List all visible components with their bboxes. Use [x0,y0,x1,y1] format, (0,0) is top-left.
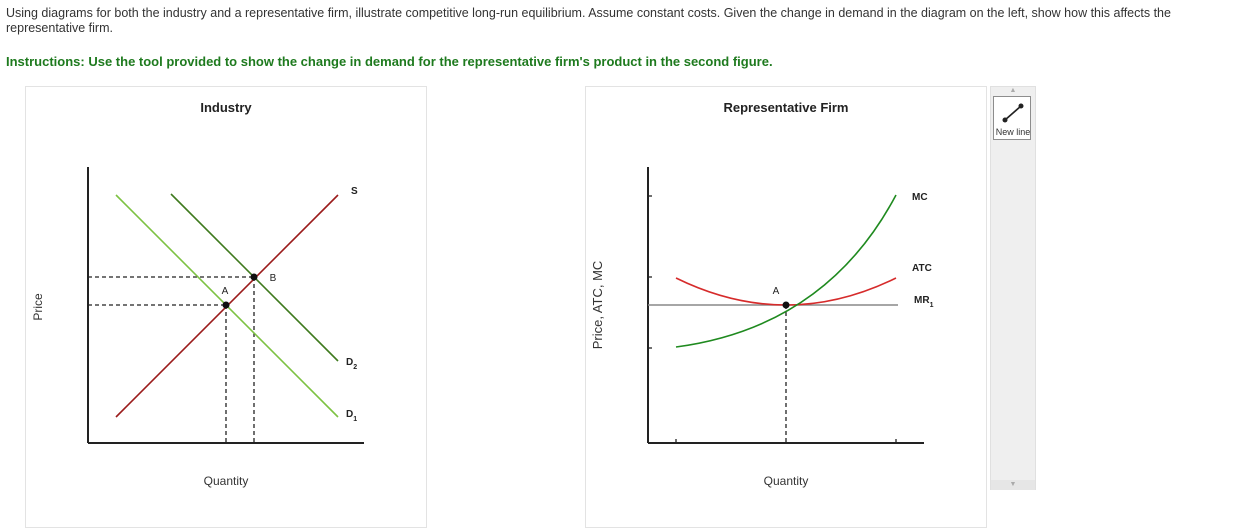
instructions-text: Instructions: Use the tool provided to s… [6,54,773,69]
atc-label: ATC [912,263,932,274]
firm-title: Representative Firm [724,100,849,115]
mc-label: MC [912,192,928,203]
industry-y-axis-label: Price [31,293,45,321]
firm-graph[interactable]: Representative Firm Price, ATC, MC Quant… [586,87,986,527]
firm-x-axis-label: Quantity [764,474,809,488]
toolbar-scroll-up-icon[interactable]: ▲ [1009,87,1017,94]
toolbar-scroll-down-icon[interactable]: ▼ [991,480,1035,490]
point-b-label: B [270,273,277,284]
firm-point-a [782,301,790,309]
industry-graph-panel: Industry Price Quantity A B S D2 D1 [25,86,427,528]
new-line-icon [1002,103,1024,123]
firm-point-a-label: A [773,286,780,297]
industry-x-axis-label: Quantity [204,474,249,488]
point-a-label: A [222,286,229,297]
industry-graph: Industry Price Quantity A B S D2 D1 [31,100,364,488]
industry-title: Industry [200,100,252,115]
demand-d2-label: D2 [346,357,357,371]
firm-y-axis-label: Price, ATC, MC [590,261,605,350]
equilibrium-point-a [222,301,230,309]
demand-d1-label: D1 [346,409,357,423]
mr1-label: MR1 [914,295,934,309]
atc-curve [675,277,897,306]
drawing-toolbar: ▲ New line ▼ [990,86,1036,490]
new-line-tool-button[interactable]: New line [993,96,1031,140]
new-line-tool-label: New line [995,127,1031,137]
firm-graph-panel[interactable]: Representative Firm Price, ATC, MC Quant… [585,86,987,528]
mc-curve [675,194,897,348]
question-text: Using diagrams for both the industry and… [6,6,1171,35]
supply-label: S [351,186,358,197]
equilibrium-point-b [250,273,258,281]
